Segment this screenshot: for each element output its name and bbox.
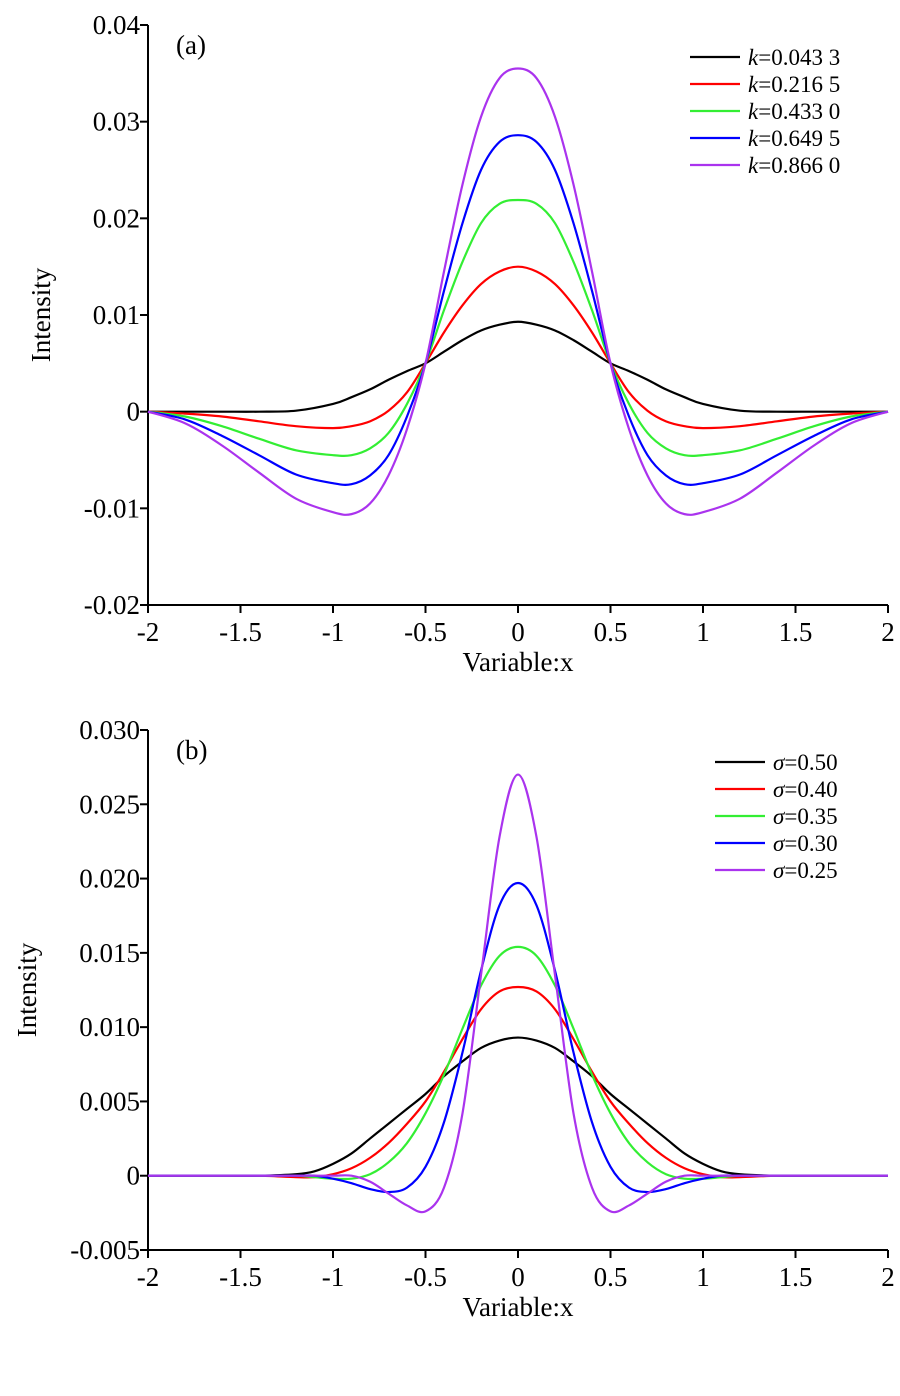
x-tick-label: -0.5: [404, 617, 447, 647]
legend-value: =0.043 3: [758, 45, 840, 70]
legend-label-2: k=0.433 0: [748, 99, 840, 124]
legend-label-0: σ=0.50: [773, 750, 838, 775]
y-tick-label: 0.03: [93, 107, 140, 137]
x-tick-label: 0: [511, 1262, 525, 1292]
legend-var: k: [748, 72, 759, 97]
y-tick-label: 0.020: [79, 864, 140, 894]
x-tick-label: 0: [511, 617, 525, 647]
series-line-1: [147, 265, 889, 430]
legend-label-4: k=0.866 0: [748, 153, 840, 178]
y-tick-label: 0.025: [79, 789, 140, 819]
x-tick-label: -1.5: [219, 1262, 262, 1292]
legend-label-3: σ=0.30: [773, 831, 838, 856]
x-tick-label: 0.5: [594, 617, 628, 647]
y-tick-label: 0.04: [93, 10, 141, 40]
x-tick-label: 2: [881, 1262, 895, 1292]
legend-var: k: [748, 153, 759, 178]
panel-label: (b): [176, 735, 207, 765]
x-tick-label: 0.5: [594, 1262, 628, 1292]
y-tick-label: 0.02: [93, 203, 140, 233]
legend-var: k: [748, 99, 759, 124]
legend-value: =0.433 0: [758, 99, 840, 124]
x-axis-title: Variable:x: [463, 1292, 574, 1322]
legend-value: =0.40: [784, 777, 837, 802]
series-line-2: [148, 945, 888, 1181]
y-tick-label: 0: [127, 397, 141, 427]
legend-var: σ: [773, 831, 786, 856]
legend-value: =0.216 5: [758, 72, 840, 97]
legend-var: k: [748, 126, 759, 151]
legend-label-4: σ=0.25: [773, 858, 838, 883]
legend-value: =0.866 0: [758, 153, 840, 178]
legend-label-1: k=0.216 5: [748, 72, 840, 97]
x-tick-label: -2: [137, 1262, 160, 1292]
series-line-2: [147, 198, 889, 457]
x-tick-label: 1.5: [779, 1262, 813, 1292]
legend-label-2: σ=0.35: [773, 804, 838, 829]
x-tick-label: 1: [696, 1262, 710, 1292]
series-line-0: [147, 320, 888, 413]
chart-panel-a: -2 -1.5 -1 -0.5 0 0.5 1 1.5 2 -0.02 -0.01 0 0.01 0.02…: [26, 10, 895, 677]
legend-var: σ: [773, 804, 786, 829]
series-line-4: [148, 773, 888, 1214]
legend-var: σ: [773, 750, 786, 775]
y-tick-label: 0.010: [79, 1012, 140, 1042]
legend-var: σ: [773, 858, 786, 883]
y-axis-title: Intensity: [26, 267, 56, 362]
x-axis-title: Variable:x: [463, 647, 574, 677]
legend-var: k: [748, 45, 759, 70]
legend-value: =0.649 5: [758, 126, 840, 151]
series-line-4: [147, 67, 889, 516]
y-tick-label: -0.005: [70, 1235, 140, 1265]
series-line-1: [148, 985, 888, 1179]
x-tick-label: 1.5: [779, 617, 813, 647]
legend-var: σ: [773, 777, 786, 802]
legend-value: =0.25: [784, 858, 837, 883]
y-tick-label: -0.01: [84, 493, 140, 523]
panel-label: (a): [176, 30, 206, 60]
x-tick-label: -1: [322, 617, 345, 647]
y-tick-label: 0.01: [93, 300, 140, 330]
x-tick-label: -2: [137, 617, 160, 647]
y-tick-label: 0.030: [79, 715, 140, 745]
legend-value: =0.30: [784, 831, 837, 856]
legend-value: =0.35: [784, 804, 837, 829]
x-tick-label: -1: [322, 1262, 345, 1292]
legend-label-0: k=0.043 3: [748, 45, 840, 70]
x-tick-label: 2: [881, 617, 895, 647]
x-tick-label: 1: [696, 617, 710, 647]
chart-panel-b: -2 -1.5 -1 -0.5 0 0.5 1 1.5 2 -0.005 0 0.005 0.010 0.…: [12, 715, 895, 1322]
y-tick-label: -0.02: [84, 590, 140, 620]
y-tick-label: 0.015: [79, 938, 140, 968]
series-line-0: [148, 1036, 888, 1177]
y-axis-title: Intensity: [12, 942, 42, 1037]
y-tick-label: 0: [127, 1161, 141, 1191]
legend-label-1: σ=0.40: [773, 777, 838, 802]
legend-value: =0.50: [784, 750, 837, 775]
x-tick-label: -0.5: [404, 1262, 447, 1292]
legend-label-3: k=0.649 5: [748, 126, 840, 151]
x-tick-label: -1.5: [219, 617, 262, 647]
series-line-3: [147, 134, 889, 486]
y-tick-label: 0.005: [79, 1086, 140, 1116]
